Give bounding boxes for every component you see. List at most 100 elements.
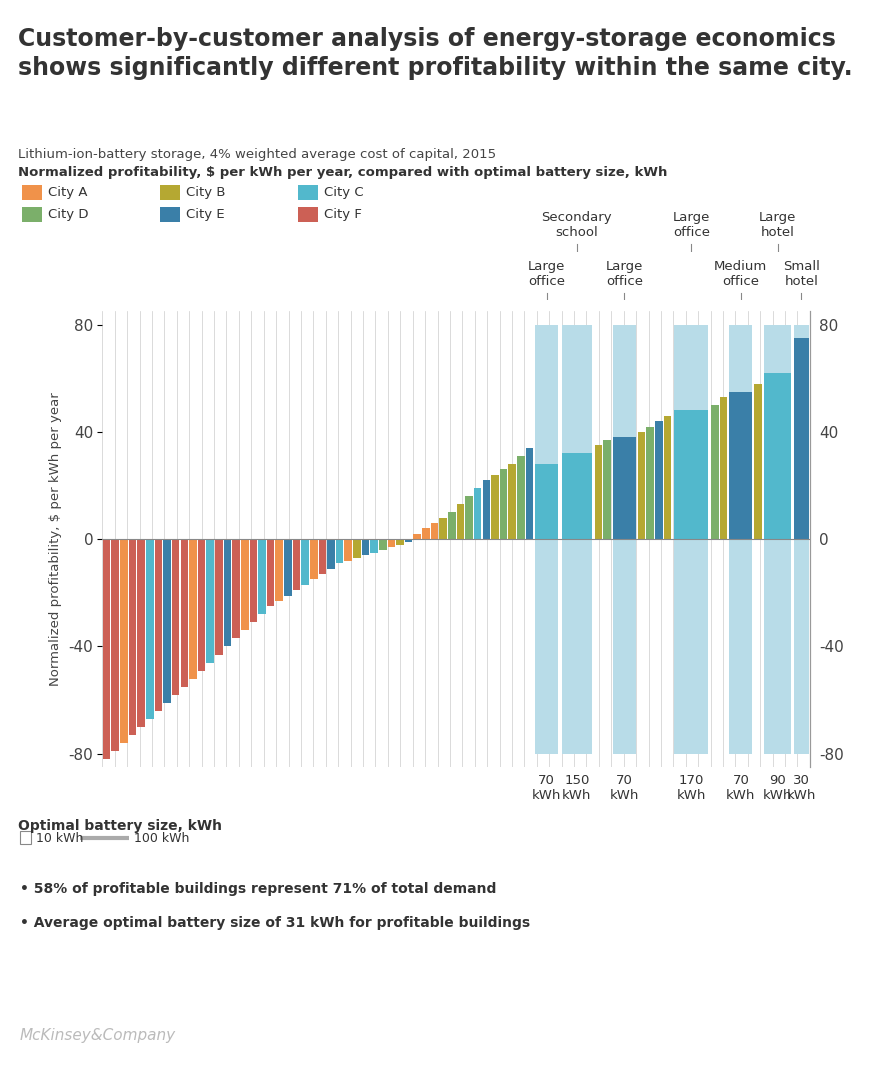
Bar: [500, 470, 507, 540]
Bar: [302, 540, 309, 585]
Bar: [249, 540, 257, 622]
Text: City F: City F: [324, 208, 362, 221]
Bar: [414, 534, 421, 540]
Bar: [595, 445, 603, 540]
Bar: [526, 449, 533, 540]
Bar: [190, 540, 197, 679]
Bar: [206, 540, 214, 663]
Bar: [646, 427, 654, 540]
Text: • 58% of profitable buildings represent 71% of total demand: • 58% of profitable buildings represent …: [20, 882, 496, 896]
Text: McKinsey&Company: McKinsey&Company: [20, 1028, 175, 1043]
Bar: [223, 540, 231, 647]
Text: Secondary
school: Secondary school: [542, 211, 612, 239]
Bar: [258, 540, 266, 615]
Bar: [517, 456, 524, 540]
Text: 90
kWh: 90 kWh: [763, 774, 792, 802]
Bar: [241, 540, 248, 631]
Text: 70
kWh: 70 kWh: [610, 774, 639, 802]
Bar: [137, 540, 145, 727]
Bar: [674, 325, 708, 754]
Bar: [232, 540, 240, 638]
Bar: [562, 325, 592, 754]
Bar: [111, 540, 119, 751]
Bar: [711, 406, 719, 540]
Bar: [730, 392, 752, 540]
Bar: [284, 540, 292, 596]
Text: Large
office: Large office: [673, 211, 710, 239]
Bar: [536, 465, 558, 540]
Bar: [638, 432, 645, 540]
Bar: [370, 540, 378, 553]
Bar: [794, 338, 809, 540]
Text: Small
hotel: Small hotel: [783, 260, 820, 288]
Bar: [328, 540, 335, 569]
Bar: [310, 540, 318, 579]
Bar: [448, 513, 456, 540]
Text: 10 kWh: 10 kWh: [36, 832, 83, 844]
Text: Normalized profitability, $ per kWh per year, compared with optimal battery size: Normalized profitability, $ per kWh per …: [18, 166, 667, 179]
Text: Large
office: Large office: [528, 260, 565, 288]
Bar: [674, 411, 708, 540]
Text: Medium
office: Medium office: [715, 260, 767, 288]
Text: Lithium-ion-battery storage, 4% weighted average cost of capital, 2015: Lithium-ion-battery storage, 4% weighted…: [18, 148, 496, 161]
Bar: [103, 540, 110, 760]
Bar: [129, 540, 136, 735]
Bar: [120, 540, 128, 744]
Text: 150
kWh: 150 kWh: [562, 774, 592, 802]
Text: Large
hotel: Large hotel: [759, 211, 797, 239]
Text: Large
office: Large office: [606, 260, 643, 288]
Bar: [536, 325, 558, 754]
Bar: [794, 325, 809, 754]
Text: Optimal battery size, kWh: Optimal battery size, kWh: [18, 819, 222, 833]
Bar: [388, 540, 395, 547]
Text: City D: City D: [48, 208, 89, 221]
Bar: [603, 440, 611, 540]
Bar: [755, 384, 762, 540]
Text: City B: City B: [186, 186, 225, 199]
Bar: [146, 540, 154, 719]
Bar: [431, 524, 439, 540]
Bar: [163, 540, 171, 703]
Bar: [422, 529, 430, 540]
Bar: [613, 325, 635, 754]
Bar: [405, 540, 412, 542]
Bar: [172, 540, 180, 695]
Bar: [336, 540, 344, 563]
Bar: [353, 540, 360, 558]
Bar: [655, 422, 663, 540]
Bar: [319, 540, 326, 574]
Bar: [730, 325, 752, 754]
Bar: [482, 481, 490, 540]
Bar: [275, 540, 283, 601]
Text: 100 kWh: 100 kWh: [134, 832, 189, 844]
Bar: [765, 325, 791, 754]
Bar: [491, 475, 498, 540]
Text: City A: City A: [48, 186, 87, 199]
Bar: [765, 373, 791, 540]
Bar: [465, 497, 473, 540]
Text: 70
kWh: 70 kWh: [532, 774, 562, 802]
Text: 170
kWh: 170 kWh: [676, 774, 706, 802]
Bar: [293, 540, 300, 590]
Text: City E: City E: [186, 208, 224, 221]
Text: 70
kWh: 70 kWh: [726, 774, 756, 802]
Text: • Average optimal battery size of 31 kWh for profitable buildings: • Average optimal battery size of 31 kWh…: [20, 916, 530, 930]
Bar: [181, 540, 188, 687]
Bar: [457, 504, 465, 540]
Bar: [508, 465, 516, 540]
Bar: [379, 540, 386, 550]
Bar: [155, 540, 162, 711]
Bar: [664, 416, 671, 540]
Bar: [562, 454, 592, 540]
Bar: [720, 397, 727, 540]
Bar: [361, 540, 369, 556]
Bar: [198, 540, 206, 671]
Bar: [613, 438, 635, 540]
Text: Customer-by-customer analysis of energy-storage economics
shows significantly di: Customer-by-customer analysis of energy-…: [18, 27, 853, 79]
Bar: [267, 540, 274, 606]
Text: 30
kWh: 30 kWh: [787, 774, 816, 802]
Bar: [344, 540, 352, 561]
Bar: [396, 540, 404, 545]
Bar: [440, 518, 447, 540]
Y-axis label: Normalized profitability, $ per kWh per year: Normalized profitability, $ per kWh per …: [49, 393, 61, 686]
